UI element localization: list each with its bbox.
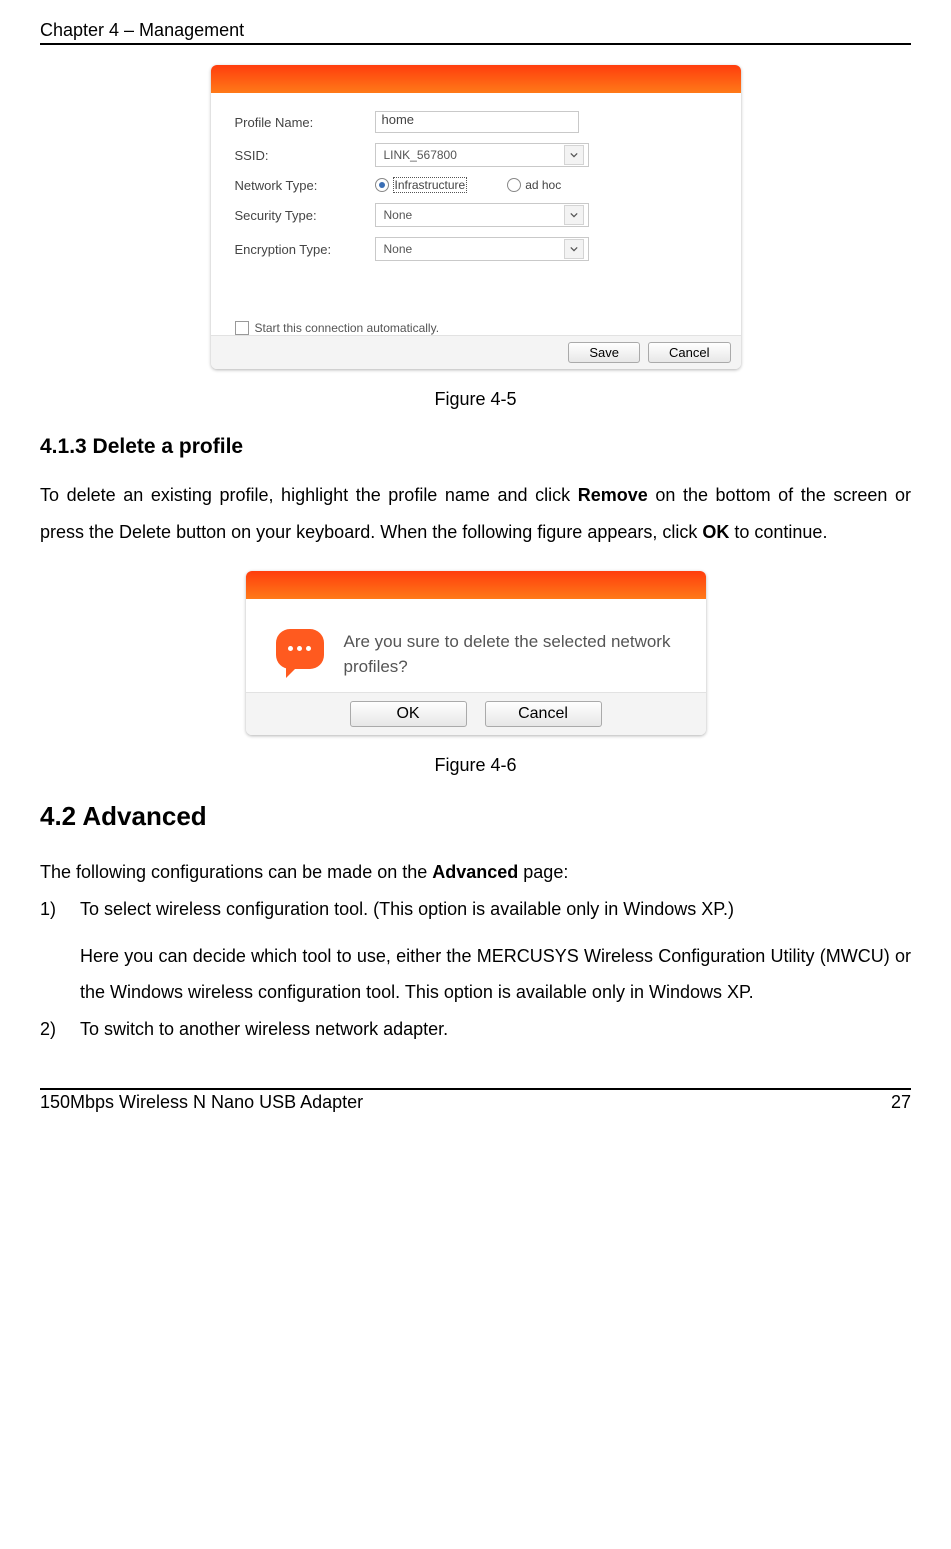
chapter-header: Chapter 4 – Management	[40, 20, 244, 41]
intro-42-b: Advanced	[432, 862, 518, 882]
encryption-type-label: Encryption Type:	[235, 242, 375, 257]
confirm-titlebar	[246, 571, 706, 599]
para-413-c: to continue.	[729, 522, 827, 542]
confirm-cancel-button[interactable]: Cancel	[485, 701, 602, 727]
network-type-label: Network Type:	[235, 178, 375, 193]
chevron-down-icon	[564, 239, 584, 259]
encryption-type-combo[interactable]: None	[375, 237, 589, 261]
profile-dialog: Profile Name: home SSID: LINK_567800 Net…	[211, 65, 741, 369]
speech-bubble-icon	[276, 629, 324, 669]
encryption-type-value: None	[384, 242, 413, 256]
dialog-titlebar	[211, 65, 741, 93]
security-type-label: Security Type:	[235, 208, 375, 223]
list-num-2: 2)	[40, 1011, 80, 1048]
chevron-down-icon	[564, 145, 584, 165]
para-413-ok: OK	[702, 522, 729, 542]
security-type-value: None	[384, 208, 413, 222]
intro-42: The following configurations can be made…	[40, 854, 911, 891]
list-item-1: To select wireless configuration tool. (…	[80, 891, 911, 928]
radio-adhoc-label: ad hoc	[525, 178, 561, 192]
footer-product: 150Mbps Wireless N Nano USB Adapter	[40, 1092, 363, 1113]
figure-46-caption: Figure 4-6	[40, 755, 911, 776]
confirm-dialog: Are you sure to delete the selected netw…	[246, 571, 706, 735]
save-button[interactable]: Save	[568, 342, 640, 363]
profile-name-input[interactable]: home	[375, 111, 579, 133]
radio-adhoc[interactable]: ad hoc	[507, 178, 561, 192]
auto-connect-label: Start this connection automatically.	[255, 321, 440, 335]
ssid-value: LINK_567800	[384, 148, 457, 162]
para-413-remove: Remove	[578, 485, 648, 505]
ssid-combo[interactable]: LINK_567800	[375, 143, 589, 167]
list-num-1: 1)	[40, 891, 80, 1012]
intro-42-a: The following configurations can be made…	[40, 862, 432, 882]
list-item-2: To switch to another wireless network ad…	[80, 1011, 911, 1048]
ssid-label: SSID:	[235, 148, 375, 163]
radio-infrastructure[interactable]: Infrastructure	[375, 177, 468, 193]
list-item-1-detail: Here you can decide which tool to use, e…	[80, 938, 911, 1012]
radio-infrastructure-label: Infrastructure	[393, 177, 468, 193]
cancel-button[interactable]: Cancel	[648, 342, 730, 363]
intro-42-c: page:	[518, 862, 568, 882]
auto-connect-checkbox[interactable]	[235, 321, 249, 335]
security-type-combo[interactable]: None	[375, 203, 589, 227]
figure-45-caption: Figure 4-5	[40, 389, 911, 410]
confirm-message: Are you sure to delete the selected netw…	[344, 629, 676, 680]
confirm-ok-button[interactable]: OK	[350, 701, 467, 727]
chevron-down-icon	[564, 205, 584, 225]
para-413-a: To delete an existing profile, highlight…	[40, 485, 578, 505]
heading-413: 4.1.3 Delete a profile	[40, 435, 911, 459]
para-413: To delete an existing profile, highlight…	[40, 477, 911, 551]
footer-page: 27	[891, 1092, 911, 1113]
heading-42: 4.2 Advanced	[40, 801, 911, 832]
profile-name-label: Profile Name:	[235, 115, 375, 130]
